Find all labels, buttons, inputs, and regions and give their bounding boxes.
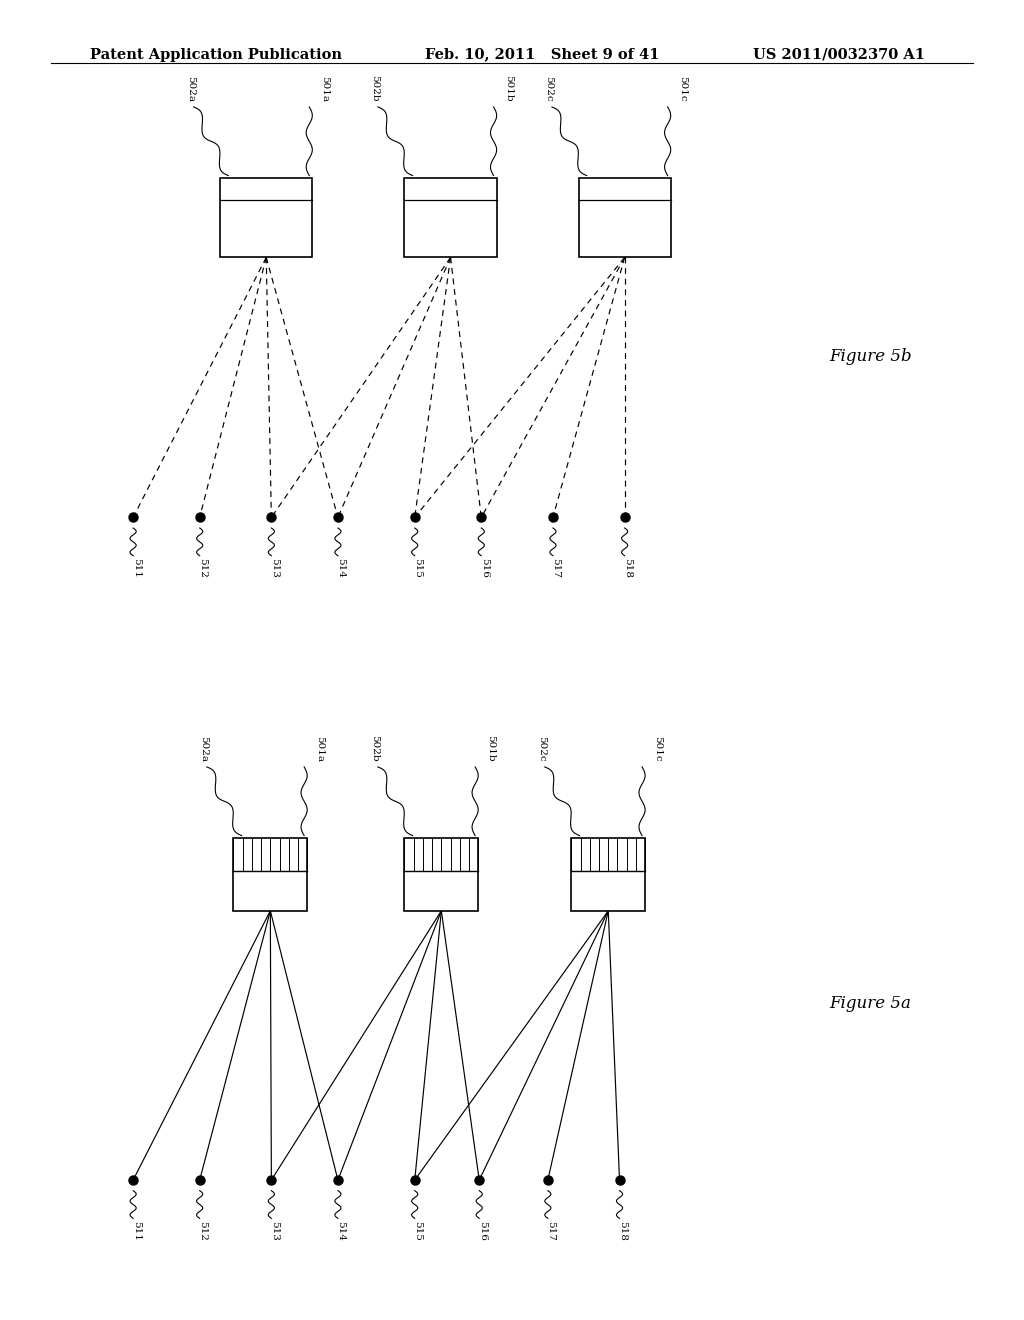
Text: 518: 518	[618, 1221, 627, 1241]
Text: 515: 515	[414, 558, 422, 578]
Text: 502b: 502b	[371, 735, 379, 762]
Text: 514: 514	[337, 1221, 345, 1241]
Text: 502c: 502c	[545, 77, 553, 102]
Bar	[233, 838, 307, 911]
Text: 512: 512	[199, 1221, 207, 1241]
Text: US 2011/0032370 A1: US 2011/0032370 A1	[753, 48, 925, 62]
Text: 513: 513	[270, 558, 279, 578]
Bar	[404, 838, 478, 911]
Text: Feb. 10, 2011   Sheet 9 of 41: Feb. 10, 2011 Sheet 9 of 41	[425, 48, 659, 62]
Text: 513: 513	[270, 1221, 279, 1241]
Text: 501a: 501a	[315, 735, 324, 762]
Text: 502c: 502c	[538, 737, 546, 762]
Text: 517: 517	[547, 1221, 555, 1241]
Text: Figure 5a: Figure 5a	[829, 995, 911, 1011]
Text: 502b: 502b	[371, 75, 379, 102]
Text: 511: 511	[132, 558, 140, 578]
Text: 501a: 501a	[321, 75, 329, 102]
Bar	[404, 178, 497, 257]
Bar	[220, 178, 312, 257]
Text: 518: 518	[624, 558, 632, 578]
Text: 512: 512	[199, 558, 207, 578]
Bar	[571, 838, 645, 911]
Text: 516: 516	[478, 1221, 486, 1241]
Text: 514: 514	[337, 558, 345, 578]
Text: Patent Application Publication: Patent Application Publication	[90, 48, 342, 62]
Text: 501c: 501c	[653, 737, 662, 762]
Text: 516: 516	[480, 558, 488, 578]
Text: 502a: 502a	[200, 735, 208, 762]
Text: 502a: 502a	[186, 75, 195, 102]
Text: 515: 515	[414, 1221, 422, 1241]
Text: 501c: 501c	[679, 77, 687, 102]
Text: 511: 511	[132, 1221, 140, 1241]
Bar	[579, 178, 671, 257]
Text: 501b: 501b	[486, 735, 495, 762]
Text: Figure 5b: Figure 5b	[829, 348, 912, 364]
Text: 517: 517	[552, 558, 560, 578]
Text: 501b: 501b	[505, 75, 513, 102]
